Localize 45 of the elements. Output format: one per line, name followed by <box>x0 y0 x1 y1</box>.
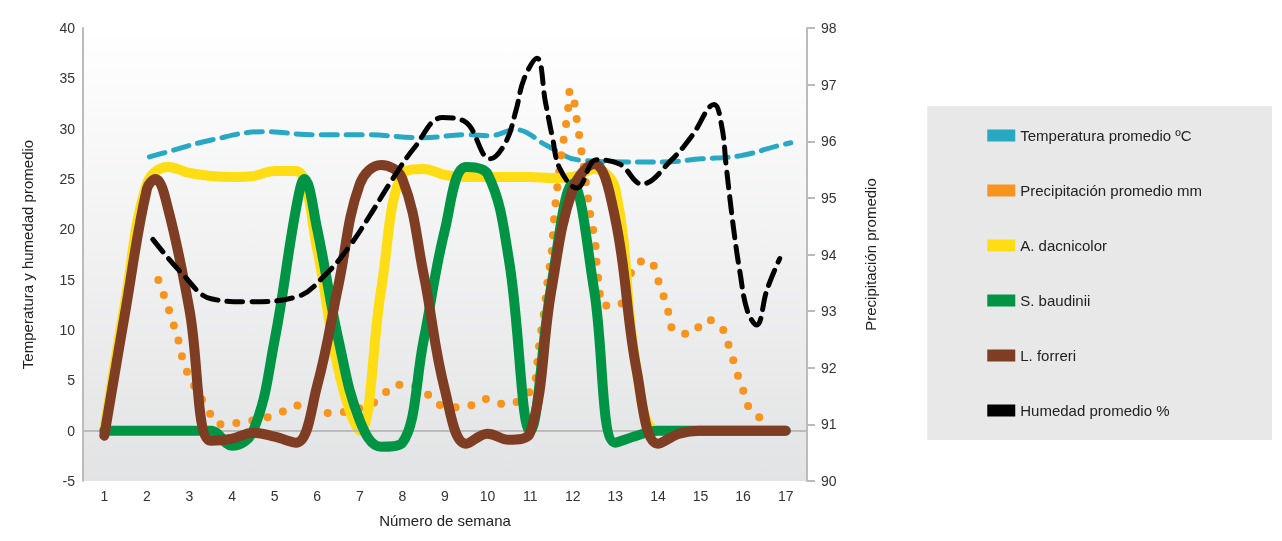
x-tick-label: 15 <box>692 488 709 504</box>
y-tick-label: 10 <box>59 322 76 338</box>
y-tick-label: -5 <box>62 473 76 489</box>
x-axis-title: Número de semana <box>379 512 512 529</box>
y-tick-label: 35 <box>59 70 76 87</box>
y-tick-label: 20 <box>59 221 76 238</box>
x-tick-label: 16 <box>735 488 752 504</box>
y-tick-label: 5 <box>67 372 76 389</box>
legend-label: Precipitación promedio mm <box>1020 182 1203 199</box>
x-tick-label: 9 <box>441 488 450 504</box>
y2-tick-label: 97 <box>821 76 837 93</box>
y-tick-label: 40 <box>59 20 76 36</box>
y2-tick-label: 95 <box>821 189 837 206</box>
x-tick-label: 8 <box>398 488 407 504</box>
legend-label: L. forreri <box>1020 347 1077 364</box>
y2-tick-label: 93 <box>821 303 837 320</box>
x-tick-label: 14 <box>650 488 666 504</box>
y2-tick-label: 92 <box>821 359 837 376</box>
y2-tick-label: 90 <box>821 473 837 489</box>
x-tick-label: 1 <box>100 488 109 504</box>
y-axis-title: Temperatura y humedad promedio <box>19 139 36 370</box>
y2-tick-label: 94 <box>821 246 837 263</box>
x-tick-label: 12 <box>564 488 581 504</box>
legend-label: S. baudinii <box>1020 292 1091 309</box>
legend-label: A. dacnicolor <box>1020 237 1107 254</box>
x-tick-label: 3 <box>185 488 194 504</box>
x-tick-label: 6 <box>313 488 322 504</box>
y-tick-label: 30 <box>59 120 76 137</box>
y2-axis-title: Precipitación promedio <box>862 178 879 331</box>
y-tick-label: 15 <box>59 271 76 288</box>
y2-tick-label: 91 <box>821 416 837 433</box>
y-tick-label: 0 <box>67 422 76 439</box>
y2-tick-label: 98 <box>821 20 837 36</box>
x-tick-label: 17 <box>777 488 794 504</box>
x-tick-label: 4 <box>228 488 237 504</box>
x-tick-label: 10 <box>479 488 496 504</box>
y2-tick-label: 96 <box>821 133 837 150</box>
x-tick-label: 11 <box>522 488 538 504</box>
x-tick-label: 13 <box>607 488 624 504</box>
legend-label: Humedad promedio % <box>1020 402 1170 419</box>
y-tick-label: 25 <box>59 171 76 187</box>
x-tick-label: 5 <box>270 488 279 504</box>
x-tick-label: 7 <box>355 488 364 504</box>
x-tick-label: 2 <box>142 488 151 504</box>
legend-label: Temperatura promedio ºC <box>1020 127 1192 144</box>
